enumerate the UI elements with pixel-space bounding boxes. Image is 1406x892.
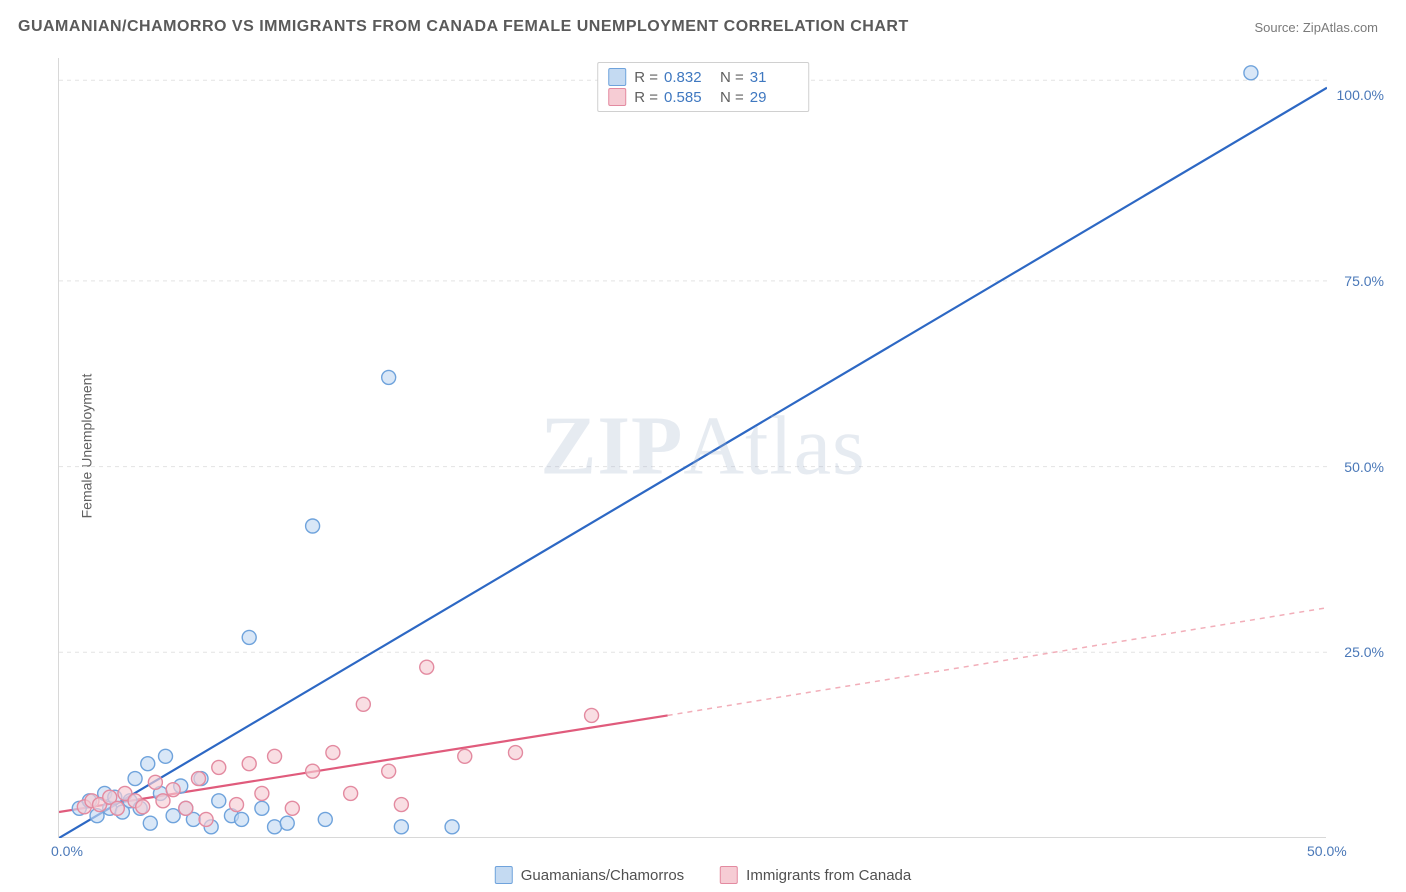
x-tick-label: 50.0% bbox=[1307, 843, 1347, 859]
swatch-icon bbox=[720, 866, 738, 884]
y-tick-label: 25.0% bbox=[1344, 644, 1384, 660]
swatch-icon bbox=[495, 866, 513, 884]
swatch-icon bbox=[608, 88, 626, 106]
scatter-chart-svg bbox=[59, 58, 1327, 838]
legend-label: Immigrants from Canada bbox=[746, 867, 911, 884]
legend-row-guamanians: R = 0.832 N = 31 bbox=[608, 67, 798, 87]
swatch-icon bbox=[608, 68, 626, 86]
legend-row-canada: R = 0.585 N = 29 bbox=[608, 87, 798, 107]
series-legend: Guamanians/Chamorros Immigrants from Can… bbox=[495, 866, 911, 884]
r-value: 0.585 bbox=[664, 89, 712, 106]
x-tick-label: 0.0% bbox=[51, 843, 83, 859]
legend-label: Guamanians/Chamorros bbox=[521, 867, 684, 884]
y-tick-label: 50.0% bbox=[1344, 459, 1384, 475]
y-tick-label: 100.0% bbox=[1337, 87, 1384, 103]
chart-plot-area: 25.0%50.0%75.0%100.0%0.0%50.0% bbox=[58, 58, 1326, 838]
n-value: 31 bbox=[750, 69, 798, 86]
y-tick-label: 75.0% bbox=[1344, 273, 1384, 289]
legend-item-guamanians: Guamanians/Chamorros bbox=[495, 866, 684, 884]
chart-title: GUAMANIAN/CHAMORRO VS IMMIGRANTS FROM CA… bbox=[18, 18, 909, 36]
legend-item-canada: Immigrants from Canada bbox=[720, 866, 911, 884]
r-value: 0.832 bbox=[664, 69, 712, 86]
n-value: 29 bbox=[750, 89, 798, 106]
source-attribution: Source: ZipAtlas.com bbox=[1254, 20, 1378, 35]
correlation-legend: R = 0.832 N = 31 R = 0.585 N = 29 bbox=[597, 62, 809, 112]
